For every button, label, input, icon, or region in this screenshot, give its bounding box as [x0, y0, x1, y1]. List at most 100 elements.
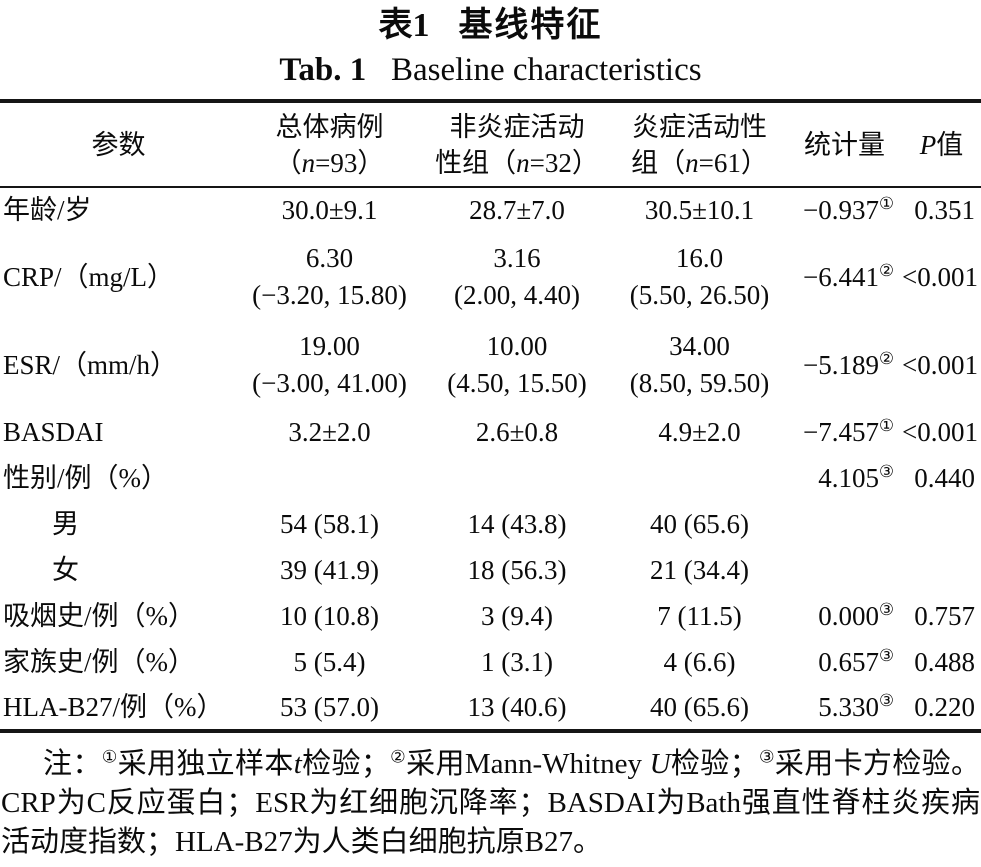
- cell-statistic: 0.657③: [818, 644, 894, 677]
- col-header-statistic: 统计量: [787, 101, 902, 188]
- cell-pvalue: <0.001: [902, 261, 978, 292]
- cell-statistic: [787, 547, 902, 593]
- cell-group1: [422, 455, 612, 501]
- footnote-mark: ③: [878, 460, 894, 481]
- cell-group1: 1 (3.1): [481, 646, 553, 677]
- row-family-history: 家族史/例（%） 5 (5.4) 1 (3.1) 4 (6.6) 0.657③ …: [0, 639, 981, 685]
- italic-p: P: [919, 129, 937, 160]
- cell-group2: 40 (65.6): [650, 508, 749, 539]
- table-title-en: Tab. 1 Baseline characteristics: [0, 50, 981, 90]
- cell-pvalue: 0.440: [914, 462, 975, 493]
- row-age: 年龄/岁 30.0±9.1 28.7±7.0 30.5±10.1 −0.937①…: [0, 187, 981, 233]
- cell-group1: 28.7±7.0: [469, 195, 565, 225]
- table-title-en-name: Baseline characteristics: [390, 52, 702, 88]
- footnote-mark: ③: [878, 598, 894, 619]
- cell-statistic: −6.441②: [803, 259, 894, 292]
- row-hla-b27: HLA-B27/例（%） 53 (57.0) 13 (40.6) 40 (65.…: [0, 685, 981, 731]
- row-smoking-history: 吸烟史/例（%） 10 (10.8) 3 (9.4) 7 (11.5) 0.00…: [0, 593, 981, 639]
- footnote-mark-3: ③: [758, 747, 775, 768]
- row-label: HLA-B27/例（%）: [3, 691, 224, 722]
- row-label: ESR/（mm/h）: [3, 349, 178, 380]
- cell-group1: 18 (56.3): [467, 554, 567, 585]
- cell-total: 54 (58.1): [280, 508, 379, 539]
- italic-n: n: [301, 147, 316, 178]
- cell-group2: 16.0 (5.50, 26.50): [629, 243, 770, 310]
- row-male: 男 54 (58.1) 14 (43.8) 40 (65.6): [0, 501, 981, 547]
- italic-t: t: [293, 748, 302, 780]
- cell-pvalue: 0.757: [914, 600, 975, 631]
- italic-u: U: [649, 748, 671, 780]
- row-crp: CRP/（mg/L） 6.30 (−3.20, 15.80) 3.16 (2.00,…: [0, 233, 981, 321]
- cell-group2: 4 (6.6): [663, 646, 736, 677]
- row-label: 女: [52, 554, 79, 585]
- cell-group1: 2.6±0.8: [475, 416, 559, 447]
- cell-total: 6.30 (−3.20, 15.80): [252, 243, 407, 310]
- footnote-mark: ②: [878, 347, 894, 368]
- footnote-mark: ③: [878, 689, 894, 710]
- italic-n: n: [516, 147, 530, 178]
- footnote-mark: ②: [878, 259, 894, 280]
- row-label: 吸烟史/例（%）: [3, 600, 195, 631]
- cell-group2: 34.00 (8.50, 59.50): [629, 331, 770, 398]
- cell-statistic: −7.457①: [803, 414, 894, 447]
- cell-statistic: −5.189②: [803, 347, 894, 380]
- cell-pvalue: 0.351: [914, 195, 975, 225]
- table-title-zh: 表1 基线特征: [0, 0, 981, 47]
- col-header-parameter: 参数: [0, 101, 237, 188]
- cell-total: 30.0±9.1: [281, 195, 378, 225]
- cell-total: 19.00 (−3.00, 41.00): [252, 331, 407, 398]
- row-label: BASDAI: [3, 416, 104, 447]
- baseline-characteristics-table: 参数 总体病例 （n=93） 非炎症活动 性组（n=32） 炎症活动性 组（n=…: [0, 99, 981, 733]
- cell-group2: 30.5±10.1: [644, 195, 755, 225]
- row-basdai: BASDAI 3.2±2.0 2.6±0.8 4.9±2.0 −7.457① <…: [0, 409, 981, 455]
- cell-group2: 7 (11.5): [657, 600, 742, 631]
- row-label: CRP/（mg/L）: [3, 261, 175, 292]
- cell-group1: 13 (40.6): [467, 691, 567, 722]
- col-header-noninflammatory-group: 非炎症活动 性组（n=32）: [422, 101, 612, 188]
- row-female: 女 39 (41.9) 18 (56.3) 21 (34.4): [0, 547, 981, 593]
- table-header: 参数 总体病例 （n=93） 非炎症活动 性组（n=32） 炎症活动性 组（n=…: [0, 101, 981, 188]
- cell-group1: 3.16 (2.00, 4.40): [454, 243, 580, 310]
- italic-n: n: [685, 147, 699, 178]
- col-header-total: 总体病例 （n=93）: [237, 101, 422, 188]
- row-label: 男: [52, 508, 79, 539]
- col-header-inflammatory-group: 炎症活动性 组（n=61）: [612, 101, 787, 188]
- row-gender: 性别/例（%） 4.105③ 0.440: [0, 455, 981, 501]
- cell-total: 39 (41.9): [280, 554, 379, 585]
- cell-group1: 10.00 (4.50, 15.50): [447, 331, 587, 398]
- table-note: 注：①采用独立样本t检验；②采用Mann-Whitney U检验；③采用卡方检验…: [1, 747, 980, 858]
- col-header-pvalue: P值: [902, 101, 981, 188]
- cell-total: 53 (57.0): [280, 691, 379, 722]
- cell-total: 5 (5.4): [293, 646, 366, 677]
- cell-pvalue: 0.488: [914, 646, 975, 677]
- footnote-mark-2: ②: [389, 747, 407, 768]
- table-title-en-label: Tab. 1: [279, 52, 367, 88]
- row-esr: ESR/（mm/h） 19.00 (−3.00, 41.00) 10.00 (4.5…: [0, 321, 981, 409]
- cell-statistic: 4.105③: [818, 460, 894, 493]
- cell-pvalue: <0.001: [902, 416, 978, 447]
- cell-group1: 3 (9.4): [481, 600, 553, 631]
- cell-total: 3.2±2.0: [288, 416, 371, 447]
- footnote-mark: ①: [878, 193, 894, 213]
- table-title-zh-name: 基线特征: [458, 7, 603, 44]
- cell-pvalue: [902, 501, 981, 547]
- cell-total: 10 (10.8): [280, 600, 379, 631]
- footnote-mark: ③: [878, 644, 894, 665]
- row-label: 家族史/例（%）: [3, 646, 195, 677]
- row-label: 年龄/岁: [3, 195, 92, 225]
- cell-group2: 4.9±2.0: [658, 416, 741, 447]
- cell-pvalue: 0.220: [914, 691, 975, 722]
- cell-group2: 21 (34.4): [650, 554, 749, 585]
- cell-group2: [612, 455, 787, 501]
- table-body: 年龄/岁 30.0±9.1 28.7±7.0 30.5±10.1 −0.937①…: [0, 187, 981, 731]
- header-row: 参数 总体病例 （n=93） 非炎症活动 性组（n=32） 炎症活动性 组（n=…: [0, 101, 981, 188]
- cell-statistic: 0.000③: [818, 598, 894, 631]
- cell-pvalue: [902, 547, 981, 593]
- note-abbreviations: 采用卡方检验。CRP为C反应蛋白；ESR为红细胞沉降率；BASDAI为Bath强…: [1, 748, 980, 858]
- cell-statistic: [787, 501, 902, 547]
- cell-total: [237, 455, 422, 501]
- cell-pvalue: <0.001: [902, 349, 978, 380]
- cell-group2: 40 (65.6): [650, 691, 749, 722]
- footnote-mark: ①: [878, 414, 894, 435]
